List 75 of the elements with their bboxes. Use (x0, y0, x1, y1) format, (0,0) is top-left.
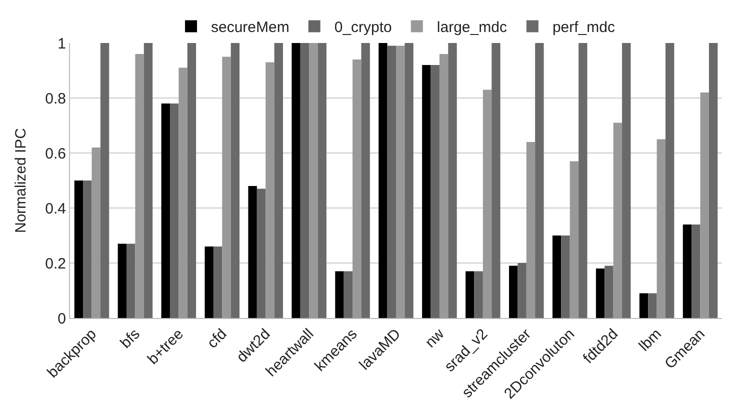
bar (448, 43, 457, 318)
bar (92, 148, 100, 318)
bar (682, 224, 692, 318)
bar (256, 188, 266, 318)
bar (222, 56, 231, 318)
bar (492, 43, 500, 318)
bar (482, 90, 492, 318)
bar (656, 139, 666, 318)
bar (578, 43, 588, 318)
bar (700, 92, 709, 318)
y-tick-label: 0.4 (45, 200, 66, 218)
bar (352, 60, 362, 318)
bar (344, 271, 353, 318)
bar (361, 43, 370, 318)
bar (466, 271, 474, 318)
bar (604, 266, 614, 318)
bar (144, 43, 153, 318)
bar (230, 43, 240, 318)
bar (83, 180, 92, 318)
bar (613, 122, 622, 318)
x-tick-label: cfd (204, 326, 230, 352)
legend-label: 0_crypto (334, 19, 392, 36)
x-tick-label: bfs (117, 326, 144, 352)
y-tick-label: 1 (58, 35, 66, 52)
bar (378, 43, 388, 318)
bar (430, 65, 440, 318)
bar (439, 54, 448, 318)
bar (335, 271, 344, 318)
bar (648, 293, 657, 318)
bar (204, 246, 214, 318)
bar (178, 68, 188, 318)
legend-label: perf_mdc (552, 19, 616, 36)
y-axis-title: Normalized IPC (12, 128, 30, 234)
bar (118, 244, 127, 318)
bar (318, 43, 326, 318)
bar (396, 46, 405, 318)
bar (274, 43, 283, 318)
y-tick-label: 0.8 (45, 90, 66, 108)
bar (266, 62, 274, 318)
bar (309, 43, 318, 318)
legend-label: large_mdc (436, 19, 508, 36)
legend-label: secureMem (211, 19, 290, 36)
bar (126, 244, 136, 318)
bar (170, 104, 179, 318)
bar (387, 46, 396, 318)
bar (665, 43, 674, 318)
bar (622, 43, 631, 318)
bar (708, 43, 718, 318)
y-tick-label: 0.6 (45, 145, 66, 162)
bar (100, 43, 110, 318)
bar (292, 43, 300, 318)
bar (422, 65, 431, 318)
bar (570, 161, 579, 318)
bar (535, 43, 544, 318)
bar (161, 104, 170, 318)
bar (552, 236, 562, 318)
bar (692, 224, 700, 318)
bar (74, 180, 84, 318)
bar (526, 142, 536, 318)
bar (300, 43, 310, 318)
bar (135, 54, 144, 318)
bar (561, 236, 570, 318)
bar (639, 293, 648, 318)
bar (404, 43, 414, 318)
bar (596, 268, 605, 318)
y-tick-label: 0 (58, 310, 66, 328)
bar (248, 186, 257, 318)
x-tick-label: lbm (636, 326, 665, 355)
bar (187, 43, 196, 318)
x-tick-label: nw (422, 326, 448, 352)
bar (213, 246, 222, 318)
y-tick-label: 0.2 (45, 255, 66, 272)
bar (518, 263, 526, 318)
bar (474, 271, 483, 318)
bar (509, 266, 518, 318)
